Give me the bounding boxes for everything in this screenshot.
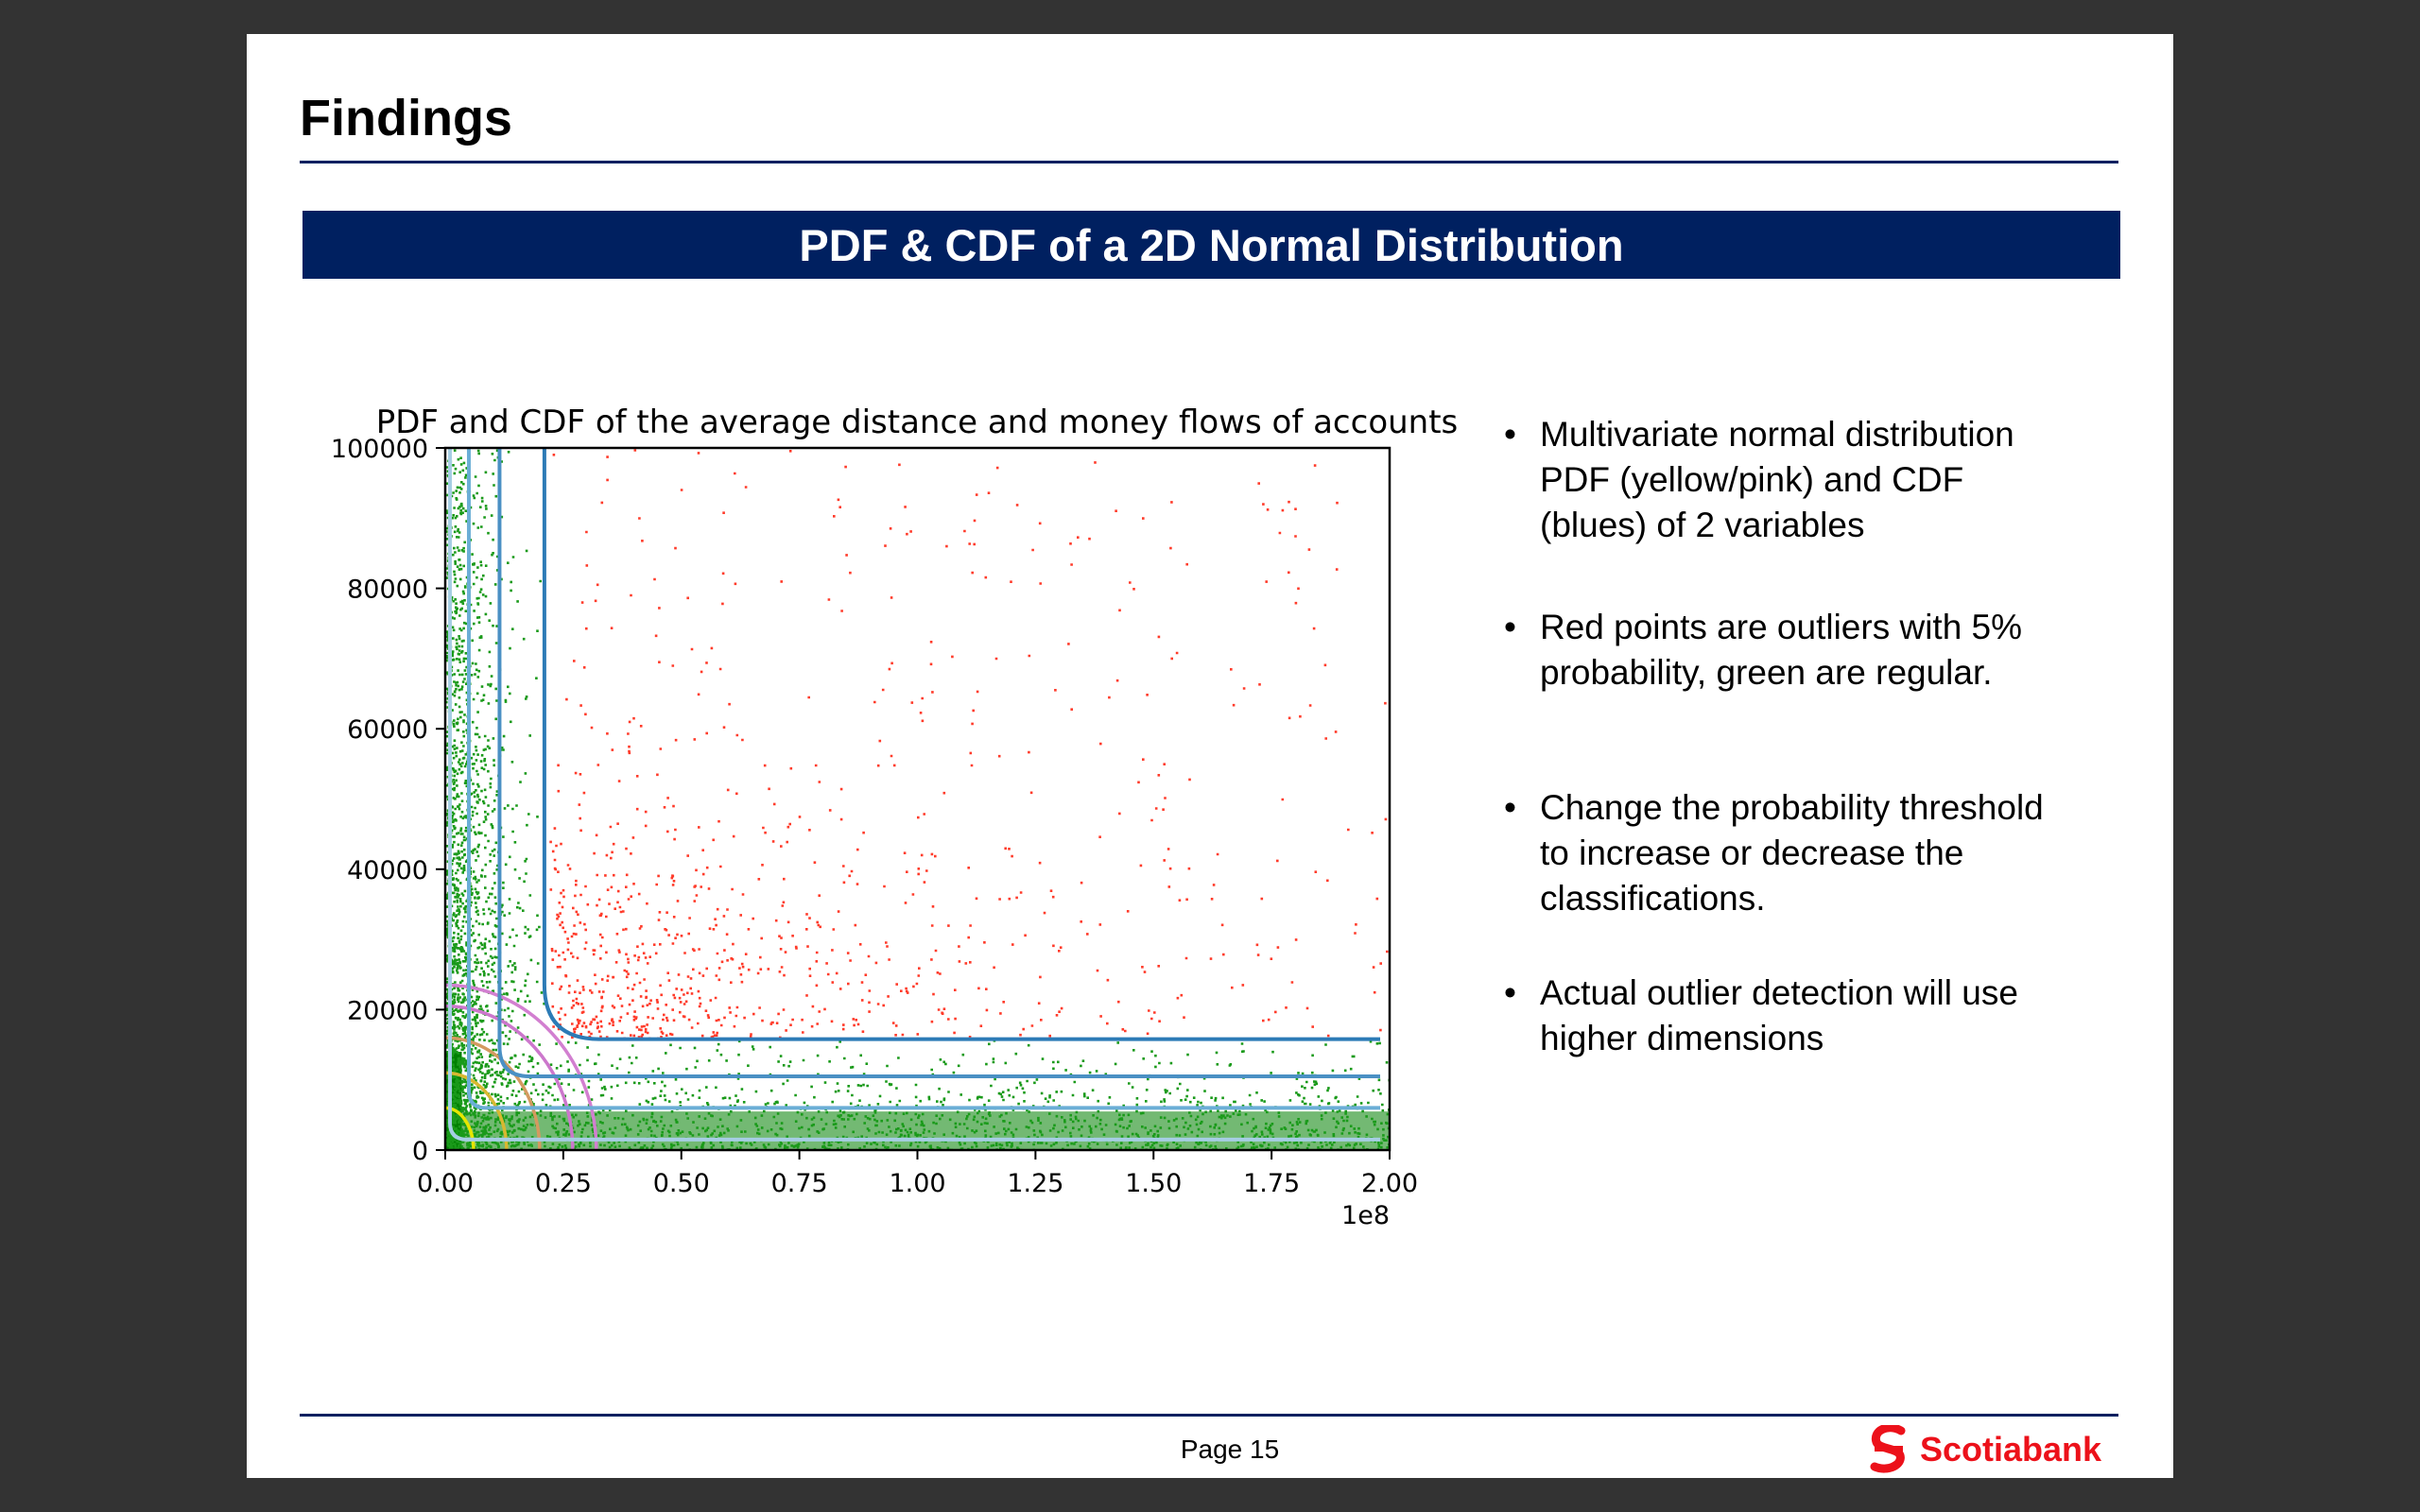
x-tick-label: 0.50	[653, 1169, 710, 1198]
x-tick-label: 0.75	[771, 1169, 828, 1198]
pdf-contour-line	[445, 983, 598, 1150]
chart-title: PDF and CDF of the average distance and …	[376, 404, 1459, 441]
x-tick-label: 0.25	[535, 1169, 592, 1198]
y-tick-label: 0	[412, 1137, 428, 1166]
bullet-line: Actual outlier detection will use	[1540, 973, 2018, 1012]
bullet-line: higher dimensions	[1540, 1019, 1824, 1057]
footer-divider	[300, 1414, 2118, 1417]
bullet-line: Change the probability threshold	[1540, 788, 2044, 827]
scotiabank-s-icon	[1870, 1425, 1906, 1473]
bullet-line: Red points are outliers with 5%	[1540, 608, 2023, 646]
pdf-contour-line	[445, 1036, 542, 1150]
x-tick-label: 1.75	[1243, 1169, 1300, 1198]
x-tick-label: 0.00	[417, 1169, 474, 1198]
cdf-contour-line	[497, 448, 1380, 1078]
bullet-text: Actual outlier detection will use higher …	[1540, 971, 2154, 1061]
regular-points	[445, 449, 1390, 1150]
bullet-line: to increase or decrease the	[1540, 833, 1964, 872]
outlier-points-series	[549, 449, 1389, 1040]
bullet-dot-icon: •	[1504, 415, 1516, 454]
bullet-line: PDF (yellow/pink) and CDF	[1540, 460, 1964, 499]
y-tick-label: 60000	[347, 715, 428, 745]
plot-frame	[443, 446, 1392, 1152]
pdf-contour-line	[445, 1004, 575, 1150]
cdf-contour-line	[466, 448, 1380, 1110]
brand-logo: Scotiabank	[1869, 1423, 2101, 1476]
y-tick-label: 40000	[347, 856, 428, 885]
x-tick-label: 2.00	[1361, 1169, 1418, 1198]
dense-region-bottom	[445, 1111, 1390, 1150]
banner-title: PDF & CDF of a 2D Normal Distribution	[799, 219, 1624, 270]
slide-title: Findings	[300, 90, 512, 146]
bullet-line: Multivariate normal distribution	[1540, 415, 2014, 454]
bullet-line: (blues) of 2 variables	[1540, 506, 1865, 544]
y-tick-label: 80000	[347, 576, 428, 605]
page-number: Page 15	[1180, 1435, 1280, 1464]
bullet-line: classifications.	[1540, 879, 1766, 918]
cdf-contour-line	[542, 448, 1380, 1041]
brand-name: Scotiabank	[1920, 1430, 2102, 1469]
x-axis-offset-label: 1e8	[1341, 1201, 1390, 1230]
bullet-dot-icon: •	[1504, 608, 1516, 646]
bullet-text: Change the probability threshold to incre…	[1540, 785, 2154, 921]
bullet-text: Multivariate normal distribution PDF (yel…	[1540, 412, 2154, 548]
x-tick-label: 1.00	[889, 1169, 945, 1198]
cdf-contour-line	[447, 448, 1380, 1142]
regular-points-series	[445, 449, 1390, 1150]
title-divider	[300, 161, 2118, 163]
dense-region-left	[445, 1051, 462, 1150]
bullet-dot-icon: •	[1504, 788, 1516, 827]
x-tick-label: 1.25	[1007, 1169, 1063, 1198]
y-tick-label: 100000	[331, 435, 428, 464]
y-tick-label: 20000	[347, 996, 428, 1025]
x-tick-label: 1.50	[1125, 1169, 1182, 1198]
contour-lines	[445, 448, 1380, 1150]
outlier-points	[549, 449, 1389, 1040]
axes: 0.00 0.25 0.50 0.75 1.00 1.25 1.50 1.75 2.00 0 200…	[331, 435, 1418, 1198]
bullet-dot-icon: •	[1504, 973, 1516, 1012]
section-banner: PDF & CDF of a 2D Normal Distribution	[302, 211, 2120, 279]
slide: Findings PDF & CDF of a 2D Normal Distri…	[247, 34, 2173, 1478]
bullet-text: Red points are outliers with 5% probabili…	[1540, 605, 2154, 696]
bullet-line: probability, green are regular.	[1540, 653, 1993, 692]
pdf-contour-line	[445, 1106, 475, 1150]
pdf-contour-line	[445, 1071, 509, 1150]
